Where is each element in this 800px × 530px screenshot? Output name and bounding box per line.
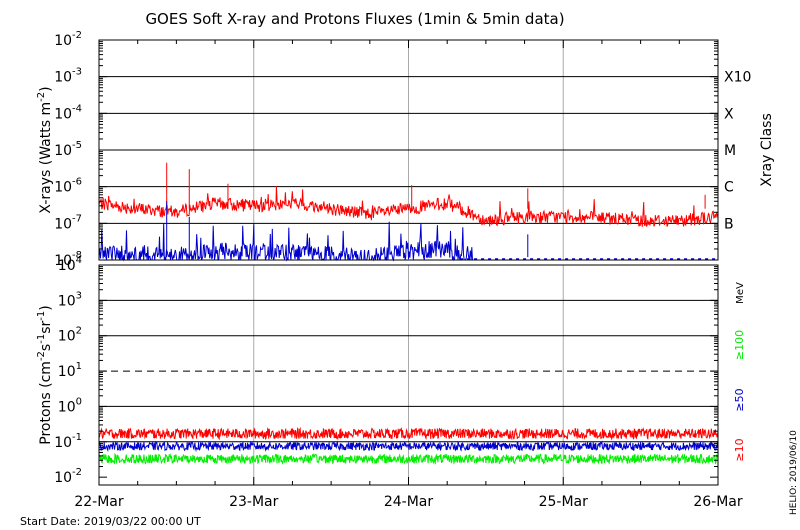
proton-y-tick-label: 10-2 xyxy=(54,467,82,486)
x-tick-label: 25-Mar xyxy=(539,494,589,510)
proton-legend-label: ≥10 xyxy=(733,438,746,461)
x-tick-label: 23-Mar xyxy=(229,494,279,510)
proton-legend-label: ≥50 xyxy=(733,388,746,411)
xray-class-label: C xyxy=(724,180,734,196)
proton-series-line xyxy=(98,440,719,453)
start-date-label: Start Date: 2019/03/22 00:00 UT xyxy=(20,515,201,528)
xray-y-tick-label: 10-4 xyxy=(54,103,82,122)
xray-y-tick-label: 10-5 xyxy=(54,140,82,159)
xray-y-axis-label: X-rays (Watts m-2) xyxy=(36,86,54,213)
proton-series-line xyxy=(98,426,719,441)
proton-panel: 10-2 10-1 100 101 102 103 104 Protons (cm-2s-1… xyxy=(36,40,746,510)
xray-class-axis-label: Xray Class xyxy=(759,113,775,187)
proton-unit-label: MeV xyxy=(735,282,746,304)
xray-y-tick-label: 10-6 xyxy=(54,177,82,196)
x-tick-label: 24-Mar xyxy=(384,494,434,510)
xray-class-label: X10 xyxy=(724,70,751,86)
proton-y-tick-label: 102 xyxy=(58,326,82,345)
xray-series-line xyxy=(98,221,473,262)
xray-panel: 10-8 10-7 10-6 10-5 10-4 10-3 10-2 X-rays (Wat… xyxy=(36,30,775,269)
xray-y-tick-label: 10-3 xyxy=(54,67,82,86)
xray-class-label: M xyxy=(724,143,736,159)
proton-series-line xyxy=(98,452,719,465)
proton-y-tick-label: 10-1 xyxy=(54,432,82,451)
xray-class-label: B xyxy=(724,216,734,232)
proton-y-tick-label: 101 xyxy=(58,361,82,380)
xray-y-tick-label: 10-8 xyxy=(54,250,82,269)
proton-legend-label: ≥100 xyxy=(733,330,746,360)
x-tick-label: 26-Mar xyxy=(693,494,743,510)
xray-class-label: X xyxy=(724,106,734,122)
xray-y-tick-label: 10-2 xyxy=(54,30,82,49)
proton-y-tick-label: 100 xyxy=(58,396,82,415)
chart-title: GOES Soft X-ray and Protons Fluxes (1min… xyxy=(145,10,564,28)
xray-series-line xyxy=(98,186,719,227)
proton-y-tick-label: 103 xyxy=(58,290,82,309)
proton-y-axis-label: Protons (cm-2s-1sr-1) xyxy=(36,305,54,444)
xray-y-tick-label: 10-7 xyxy=(54,213,82,232)
proton-y-tick-label: 104 xyxy=(58,255,82,274)
x-tick-label: 22-Mar xyxy=(74,494,124,510)
helio-credit: HELIO: 2019/06/10 xyxy=(789,430,799,515)
